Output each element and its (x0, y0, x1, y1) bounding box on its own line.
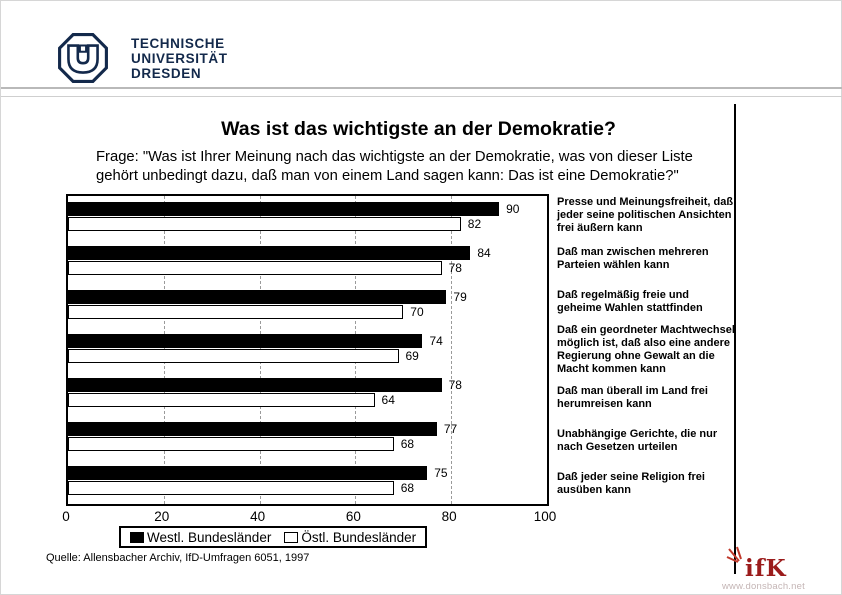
bar-west-value-5: 78 (448, 378, 462, 392)
x-tick-80: 80 (441, 509, 457, 524)
bar-east-value-5: 64 (381, 393, 395, 407)
bar-west-4 (68, 334, 423, 348)
slide-title: Was ist das wichtigste an der Demokratie… (221, 118, 616, 140)
bar-group-7: 75 68 (68, 460, 547, 504)
legend-label-2: Östl. Bundesländer (301, 529, 417, 545)
x-axis: 0 20 40 60 80 100 (1, 509, 842, 525)
category-label-2: Daß man zwischen mehreren Parteien wähle… (557, 245, 709, 271)
category-labels-column: Presse und Meinungsfreiheit, daß jeder s… (557, 194, 735, 506)
x-tick-20: 20 (154, 509, 170, 524)
bar-west-7 (68, 466, 428, 480)
bar-west-5 (68, 378, 442, 392)
legend-swatch-1 (130, 531, 144, 543)
bar-east-6 (68, 437, 394, 451)
bar-east-4 (68, 349, 399, 363)
legend-swatch-2 (284, 531, 299, 543)
bar-west-value-4: 74 (429, 334, 443, 348)
ifk-logo: ifK (745, 555, 787, 582)
bar-west-value-6: 77 (443, 422, 458, 436)
bar-west-6 (68, 422, 437, 436)
bar-east-value-6: 68 (400, 437, 415, 451)
bar-group-2: 84 78 (68, 240, 547, 284)
category-label-1: Presse und Meinungsfreiheit, daß jeder s… (557, 196, 734, 235)
x-tick-0: 0 (62, 509, 70, 524)
category-label-4: Daß ein geordneter Machtwechsel möglich … (557, 323, 735, 375)
tu-dresden-logo (48, 32, 118, 84)
category-label-3: Daß regelmäßig freie und geheime Wahlen … (557, 289, 703, 315)
bar-east-3 (68, 305, 404, 319)
legend-label-1: Westl. Bundesländer (147, 529, 272, 545)
bar-east-value-7: 68 (400, 481, 415, 495)
university-name: TECHNISCHE UNIVERSITÄT DRESDEN (131, 36, 228, 81)
header-separator-line-1 (1, 87, 842, 89)
bar-west-value-3: 79 (453, 290, 467, 304)
bar-west-value-7: 75 (434, 466, 448, 480)
category-label-5: Daß man überall im Land frei herumreisen… (557, 384, 708, 410)
bar-east-value-4: 69 (405, 349, 419, 363)
category-label-6: Unabhängige Gerichte, die nur nach Geset… (557, 427, 718, 453)
gridline-80 (451, 196, 453, 504)
chart-legend: Westl. Bundesländer Östl. Bundesländer (119, 526, 428, 548)
bar-east-5 (68, 393, 375, 407)
bar-east-1 (68, 217, 461, 231)
website-url: www.donsbach.net (722, 581, 805, 592)
bar-east-7 (68, 481, 394, 495)
bar-group-6: 77 68 (68, 416, 547, 460)
bar-group-4: 74 69 (68, 328, 547, 372)
x-tick-40: 40 (250, 509, 266, 524)
x-tick-100: 100 (533, 509, 557, 524)
survey-question-text: Frage: "Was ist Ihrer Meinung nach das w… (96, 149, 693, 184)
category-label-7: Daß jeder seine Religion frei ausüben ka… (557, 471, 705, 497)
bar-east-value-1: 82 (467, 217, 482, 231)
bar-east-value-2: 78 (448, 261, 462, 275)
bar-east-2 (68, 261, 442, 275)
legend-item-2: Östl. Bundesländer (284, 530, 416, 545)
bar-west-value-1: 90 (506, 202, 520, 216)
bar-group-1: 90 82 (68, 196, 547, 240)
x-tick-60: 60 (345, 509, 361, 524)
plot-area: 90 82 84 78 79 70 74 69 78 64 77 68 75 68 (66, 194, 549, 506)
legend-item-1: Westl. Bundesländer (130, 530, 271, 545)
header-separator-line-2 (1, 96, 842, 97)
bar-east-value-3: 70 (410, 305, 424, 319)
bar-west-3 (68, 290, 447, 304)
bar-west-value-2: 84 (477, 246, 491, 260)
slide-right-border-line (734, 104, 736, 574)
ifk-rays-icon (726, 546, 742, 563)
bar-west-1 (68, 202, 500, 216)
bar-west-2 (68, 246, 471, 260)
bar-group-3: 79 70 (68, 284, 547, 328)
source-note: Quelle: Allensbacher Archiv, IfD-Umfrage… (46, 552, 310, 564)
bar-group-5: 78 64 (68, 372, 547, 416)
tu-dresden-octagon-icon (58, 33, 108, 83)
